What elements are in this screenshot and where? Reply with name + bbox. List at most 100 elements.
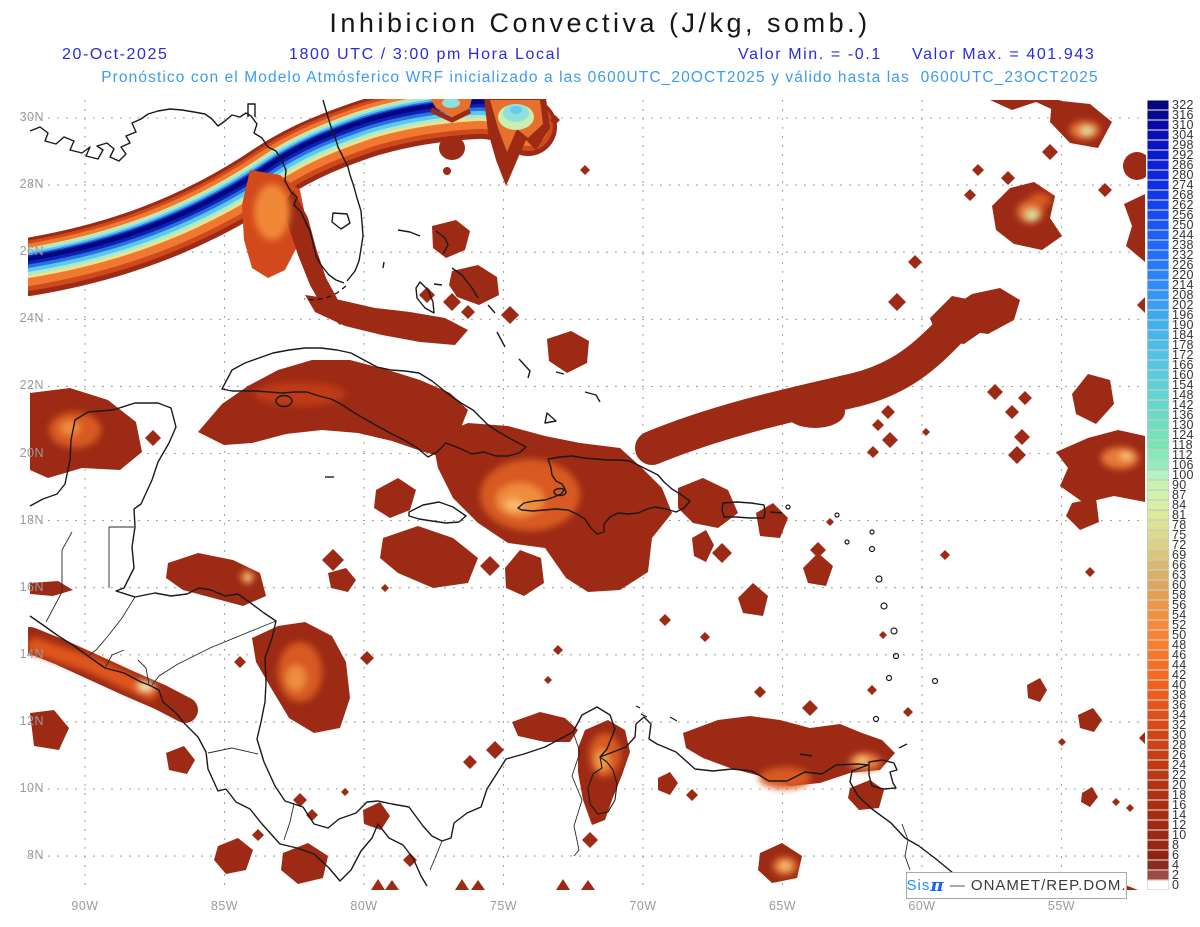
colorbar-cell [1147, 570, 1169, 580]
colorbar-cell [1147, 770, 1169, 780]
colorbar-cell [1147, 840, 1169, 850]
colorbar-tick-label: 178 [1172, 338, 1194, 352]
colorbar-tick-label: 4 [1172, 858, 1180, 872]
sispi-logo-text: Sis [906, 877, 931, 894]
coastline-pacific [29, 615, 428, 887]
colorbar-tick-label: 60 [1172, 578, 1187, 592]
forecast-description: Pronóstico con el Modelo Atmósferico WRF… [101, 69, 1099, 86]
florida-keys [303, 285, 347, 301]
colorbar-cell [1147, 300, 1169, 310]
lake-okeechobee [331, 212, 351, 230]
colorbar-tick-label: 268 [1172, 188, 1194, 202]
colorbar-tick-label: 130 [1172, 418, 1194, 432]
colorbar-tick-label: 232 [1172, 248, 1194, 262]
colorbar-tick-label: 40 [1172, 678, 1187, 692]
colorbar-tick-label: 142 [1172, 398, 1194, 412]
colorbar-tick-label: 20 [1172, 778, 1187, 792]
colorbar-cell [1147, 510, 1169, 520]
colorbar-cell [1147, 800, 1169, 810]
colorbar-cell [1147, 640, 1169, 650]
colorbar-cell [1147, 760, 1169, 770]
colorbar-cell [1147, 430, 1169, 440]
colorbar-cell [1147, 850, 1169, 860]
colorbar-cell [1147, 330, 1169, 340]
lat-label: 18N [19, 512, 44, 527]
colorbar-cell [1147, 690, 1169, 700]
colorbar-cell [1147, 140, 1169, 150]
colorbar-cell [1147, 420, 1169, 430]
page-title: Inhibicion Convectiva (J/kg, somb.) [329, 8, 871, 38]
colorbar-cell [1147, 520, 1169, 530]
coastline-yucatan-central-america [29, 402, 978, 889]
colorbar-cell [1147, 870, 1169, 880]
colorbar-cell [1147, 270, 1169, 280]
colorbar-tick-label: 38 [1172, 688, 1187, 702]
max-value-label: Valor Max. = 401.943 [912, 46, 1096, 63]
colorbar-cell [1147, 170, 1169, 180]
colorbar-tick-label: 72 [1172, 538, 1187, 552]
colorbar-tick-label: 81 [1172, 508, 1187, 522]
lon-label: 90W [71, 899, 99, 913]
colorbar-cell [1147, 410, 1169, 420]
colorbar-cell [1147, 250, 1169, 260]
colorbar-tick-label: 2 [1172, 868, 1180, 882]
lat-label: 12N [19, 713, 44, 728]
colorbar-cell [1147, 710, 1169, 720]
colorbar-tick-label: 316 [1172, 108, 1194, 122]
virgin-islands [769, 511, 783, 514]
lat-label: 22N [19, 378, 44, 393]
colorbar-tick-label: 250 [1172, 218, 1194, 232]
colorbar-cell [1147, 100, 1169, 110]
lat-label: 10N [19, 781, 44, 795]
coastline-florida-east [322, 99, 364, 282]
colorbar-cell [1147, 630, 1169, 640]
colorbar-tick-label: 274 [1172, 178, 1194, 192]
colorbar-tick-label: 16 [1172, 798, 1187, 812]
colorbar-tick-label: 166 [1172, 358, 1194, 372]
lat-label: 20N [19, 445, 44, 460]
colorbar-cell [1147, 620, 1169, 630]
colorbar-cell [1147, 380, 1169, 390]
lat-label: 30N [19, 110, 44, 124]
colorbar-cell [1147, 470, 1169, 480]
colorbar-cell [1147, 460, 1169, 470]
colorbar-cell [1147, 290, 1169, 300]
colorbar-tick-label: 256 [1172, 208, 1194, 222]
attribution-box: Sis π — ONAMET/REP.DOM. [906, 872, 1127, 899]
colorbar-tick-label: 322 [1172, 98, 1194, 112]
colorbar-tick-label: 63 [1172, 568, 1187, 582]
colorbar-tick-label: 226 [1172, 258, 1194, 272]
colorbar-cell [1147, 190, 1169, 200]
colorbar-cell [1147, 480, 1169, 490]
colorbar-cell [1147, 260, 1169, 270]
colorbar-cell [1147, 790, 1169, 800]
colorbar-cell [1147, 860, 1169, 870]
colorbar-cell [1147, 400, 1169, 410]
teardrop-blob [429, 99, 550, 186]
colorbar-cell [1147, 820, 1169, 830]
colorbar-labels: 322 316 310 304 298 292 286 280 274 268 262 256 250 2… [1172, 98, 1200, 892]
colorbar-tick-label: 310 [1172, 118, 1194, 132]
lat-label: 26N [19, 244, 44, 259]
colorbar-cell [1147, 810, 1169, 820]
lon-label: 75W [489, 899, 518, 913]
colorbar-tick-label: 214 [1172, 278, 1194, 292]
colorbar-tick-label: 22 [1172, 768, 1187, 782]
colorbar-tick-label: 28 [1172, 738, 1187, 752]
colorbar-tick-label: 12 [1172, 818, 1187, 832]
colorbar-cell [1147, 110, 1169, 120]
colorbar-cell [1147, 210, 1169, 220]
colorbar-cell [1147, 830, 1169, 840]
colorbar-cell [1147, 320, 1169, 330]
colorbar-tick-label: 136 [1172, 408, 1194, 422]
colorbar-tick-label: 280 [1172, 168, 1194, 182]
colorbar-tick-label: 0 [1172, 878, 1180, 892]
colorbar-tick-label: 118 [1172, 438, 1193, 452]
lon-label: 55W [1047, 899, 1076, 913]
colorbar-cell [1147, 220, 1169, 230]
attribution-separator: — [944, 877, 971, 894]
colorbar-tick-label: 124 [1172, 428, 1194, 442]
colorbar-cell [1147, 390, 1169, 400]
colorbar-cell [1147, 160, 1169, 170]
